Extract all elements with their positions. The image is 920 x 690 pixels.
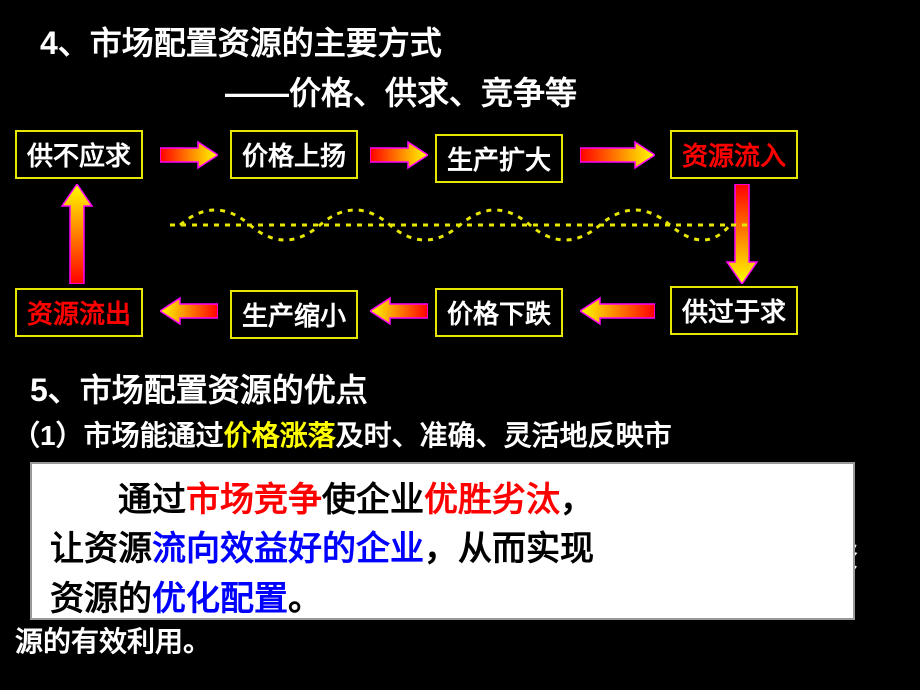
flow-box: 供不应求	[15, 130, 143, 179]
overlay-blue-1: 流向效益好的企业	[152, 530, 424, 568]
summary-overlay: 通过市场竞争使企业优胜劣汰， 让资源流向效益好的企业，从而实现 资源的优化配置。	[30, 462, 855, 620]
heading-section-4: 4、市场配置资源的主要方式	[40, 18, 442, 64]
point1-suffix: 及时、准确、灵活地反映市	[336, 420, 672, 451]
flow-box: 生产缩小	[230, 290, 358, 339]
subtitle-text: ——价格、供求、竞争等	[225, 68, 577, 114]
overlay-line1-indent: 通过	[50, 481, 186, 519]
wave-divider	[170, 185, 750, 265]
arrow-left-icon	[580, 296, 655, 326]
arrow-left-icon	[370, 296, 428, 326]
flow-box: 生产扩大	[435, 134, 563, 183]
overlay-line2-start: 让资源	[50, 530, 152, 568]
arrow-right-icon	[580, 140, 655, 170]
flow-box: 价格上扬	[230, 130, 358, 179]
overlay-red-2: 优胜劣汰	[424, 481, 560, 519]
flow-box: 供过于求	[670, 286, 798, 335]
overlay-line1-mid: 使企业	[322, 481, 424, 519]
overlay-line1-end: ，	[560, 481, 594, 519]
overlay-blue-2: 优化配置	[152, 580, 288, 618]
arrow-up-icon	[60, 184, 94, 284]
arrow-right-icon	[160, 140, 218, 170]
advantage-point-1: （1）市场能通过价格涨落及时、准确、灵活地反映市	[12, 415, 672, 457]
point1-highlight: 价格涨落	[224, 420, 336, 451]
hidden-text-bottom: 源的有效利用。	[15, 620, 211, 660]
overlay-line3-start: 资源的	[50, 580, 152, 618]
overlay-line3-end: 。	[288, 580, 322, 618]
overlay-red-1: 市场竞争	[186, 481, 322, 519]
flow-box: 资源流入	[670, 130, 798, 179]
point1-prefix: （1）市场能通过	[12, 420, 224, 451]
heading-section-5: 5、市场配置资源的优点	[30, 365, 368, 411]
arrow-left-icon	[160, 296, 218, 326]
flow-box: 价格下跌	[435, 288, 563, 337]
arrow-right-icon	[370, 140, 428, 170]
flow-box: 资源流出	[15, 288, 143, 337]
overlay-line2-mid: ，从而实现	[424, 530, 594, 568]
